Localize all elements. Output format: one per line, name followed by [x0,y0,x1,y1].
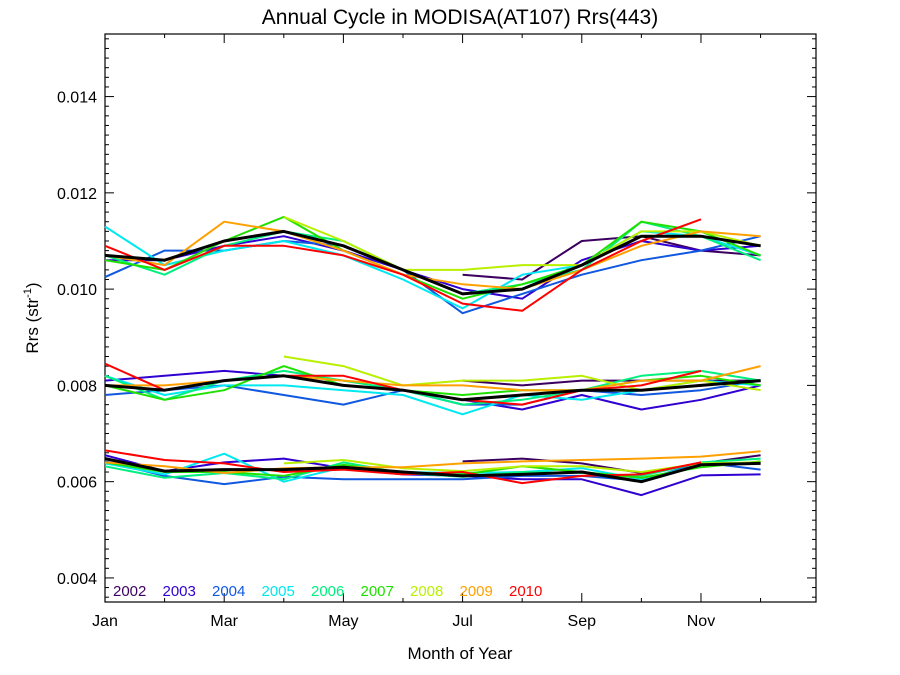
series-lines [104,215,761,497]
x-tick-label: Mar [210,613,238,630]
y-axis-label-close: ) [23,282,42,288]
series-line-mean [104,374,761,402]
series-line-2010 [104,218,702,312]
legend-item-2009: 2009 [460,583,493,600]
legend-item-2006: 2006 [311,583,344,600]
legend-item-2004: 2004 [212,583,245,600]
chart-title: Annual Cycle in MODISA(AT107) Rrs(443) [262,6,658,29]
series-line-2009 [104,450,761,474]
y-tick-label: 0.012 [57,186,97,203]
y-tick-label: 0.010 [57,282,97,299]
legend-item-2007: 2007 [361,583,394,600]
legend-item-2003: 2003 [163,583,196,600]
series-line-2009 [104,220,761,291]
plot-frame [104,33,817,603]
y-axis: 0.004 0.006 0.008 0.010 0.012 0.014 [57,38,816,598]
legend: 2002 2003 2004 2005 2006 2007 2008 2009 2010 [113,583,542,600]
x-tick-label: Jan [92,613,118,630]
y-tick-label: 0.006 [57,475,97,492]
x-axis: Jan Mar May Jul Sep Nov [92,34,762,630]
x-tick-label: Jul [452,613,472,630]
series-line-2006 [104,369,761,406]
y-tick-label: 0.004 [57,571,97,588]
x-tick-label: Nov [687,613,715,630]
series-line-2005 [104,225,761,310]
y-axis-label-superscript: -1 [22,288,34,298]
legend-item-2002: 2002 [113,583,146,600]
series-line-2008 [283,355,761,392]
y-axis-label-main: Rrs (str [23,298,42,354]
x-tick-label: May [328,613,358,630]
series-line-2002 [462,235,761,281]
y-tick-label: 0.014 [57,90,97,107]
series-line-2007 [104,215,761,300]
legend-item-2008: 2008 [410,583,443,600]
legend-item-2005: 2005 [262,583,295,600]
series-line-mean [104,229,761,296]
y-tick-label: 0.008 [57,378,97,395]
series-line-mean [104,457,761,484]
series-line-2008 [283,215,761,271]
x-axis-label: Month of Year [408,644,513,663]
y-axis-label-group: Rrs (str-1) [22,282,42,353]
legend-item-2010: 2010 [509,583,542,600]
y-axis-label: Rrs (str-1) [22,282,42,353]
x-tick-label: Sep [568,613,597,630]
